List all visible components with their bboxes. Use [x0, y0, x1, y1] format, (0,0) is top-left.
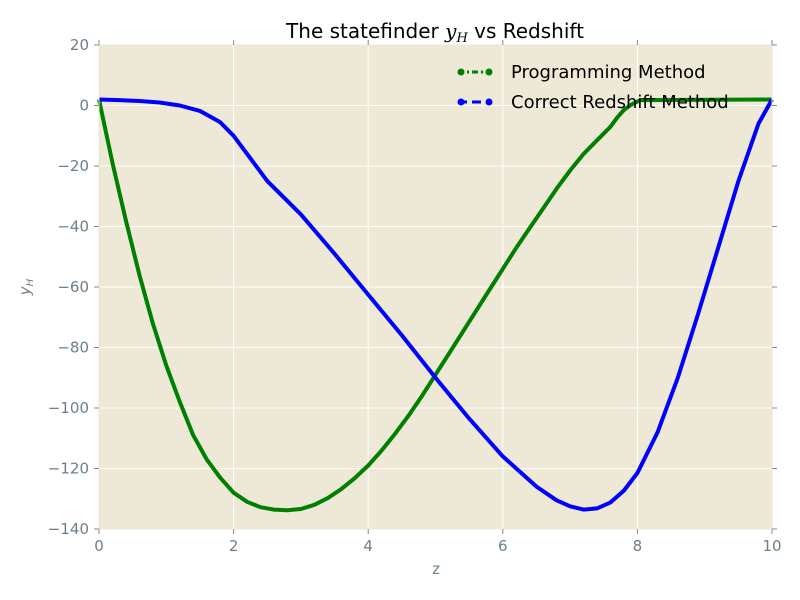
y-tick-label: 0: [79, 97, 89, 115]
chart-title: The statefinder yH vs Redshift: [285, 19, 584, 46]
y-tick-label: −40: [57, 218, 89, 236]
x-axis-label: z: [432, 560, 440, 578]
y-axis-label: yH: [16, 278, 36, 296]
legend-label-programming: Programming Method: [511, 62, 706, 83]
x-tick-label: 10: [762, 537, 781, 555]
legend-marker-correct-redshift-end: [485, 98, 493, 106]
legend-marker-programming-end: [485, 68, 493, 76]
legend: Programming Method Correct Redshift Meth…: [457, 62, 729, 113]
y-tick-label: −20: [57, 157, 89, 175]
y-tick-label: 20: [70, 36, 89, 54]
y-tick-label: −120: [48, 460, 89, 478]
x-tick-label: 2: [229, 537, 239, 555]
x-tick-label: 4: [363, 537, 373, 555]
y-tick-label: −80: [57, 339, 89, 357]
x-tick-label: 8: [633, 537, 643, 555]
series-line-programming-method: [97, 97, 773, 513]
series-line-correct-redshift-method: [98, 97, 774, 512]
x-tick-label: 6: [498, 537, 508, 555]
legend-label-correct-redshift: Correct Redshift Method: [511, 92, 729, 113]
axis-ticks: 0 2 4 6 8 10 −140 −120 −100 −80 −60 −40 −20 0 20: [48, 36, 782, 555]
y-tick-label: −140: [48, 520, 89, 538]
legend-marker-correct-redshift: [457, 98, 465, 106]
y-tick-label: −60: [57, 278, 89, 296]
legend-marker-programming: [457, 68, 465, 76]
y-tick-label: −100: [48, 399, 89, 417]
x-tick-label: 0: [94, 537, 104, 555]
series-layer: [97, 97, 774, 513]
